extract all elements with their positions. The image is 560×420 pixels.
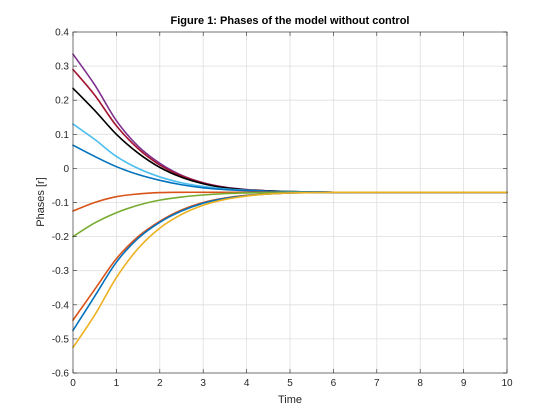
x-tick-label: 5 <box>287 378 293 389</box>
y-tick-label: -0.3 <box>52 266 70 277</box>
x-tick-label: 10 <box>501 378 513 389</box>
y-tick-label: -0.6 <box>52 369 70 380</box>
x-tick-label: 4 <box>244 378 250 389</box>
x-tick-label: 7 <box>374 378 380 389</box>
y-tick-label: -0.5 <box>52 334 70 345</box>
x-tick-label: 3 <box>200 378 206 389</box>
series-lines <box>72 53 508 349</box>
y-tick-label: 0.1 <box>55 130 69 141</box>
tick-labels: 0 1 2 3 4 5 6 7 8 9 10 -0.6 -0.5 -0.4 -0.3 -0.2 -0.1 0 0.1… <box>52 28 513 390</box>
y-axis-label: Phases [r] <box>35 177 47 227</box>
chart-title: Figure 1: Phases of the model without co… <box>171 15 410 27</box>
y-tick-label: 0.4 <box>55 28 69 39</box>
x-tick-label: 9 <box>461 378 467 389</box>
y-tick-label: 0.3 <box>55 62 69 73</box>
x-tick-label: 2 <box>157 378 163 389</box>
y-tick-label: -0.1 <box>52 198 70 209</box>
y-tick-label: -0.2 <box>52 232 70 243</box>
y-tick-label: 0.2 <box>55 96 69 107</box>
x-tick-label: 6 <box>331 378 337 389</box>
series-line-10 <box>72 191 508 349</box>
x-tick-label: 8 <box>417 378 423 389</box>
x-tick-label: 1 <box>114 378 120 389</box>
ticks <box>72 31 508 374</box>
x-axis-label: Time <box>278 394 302 406</box>
x-tick-label: 0 <box>70 378 76 389</box>
y-tick-label: 0 <box>63 164 69 175</box>
y-tick-label: -0.4 <box>52 300 70 311</box>
